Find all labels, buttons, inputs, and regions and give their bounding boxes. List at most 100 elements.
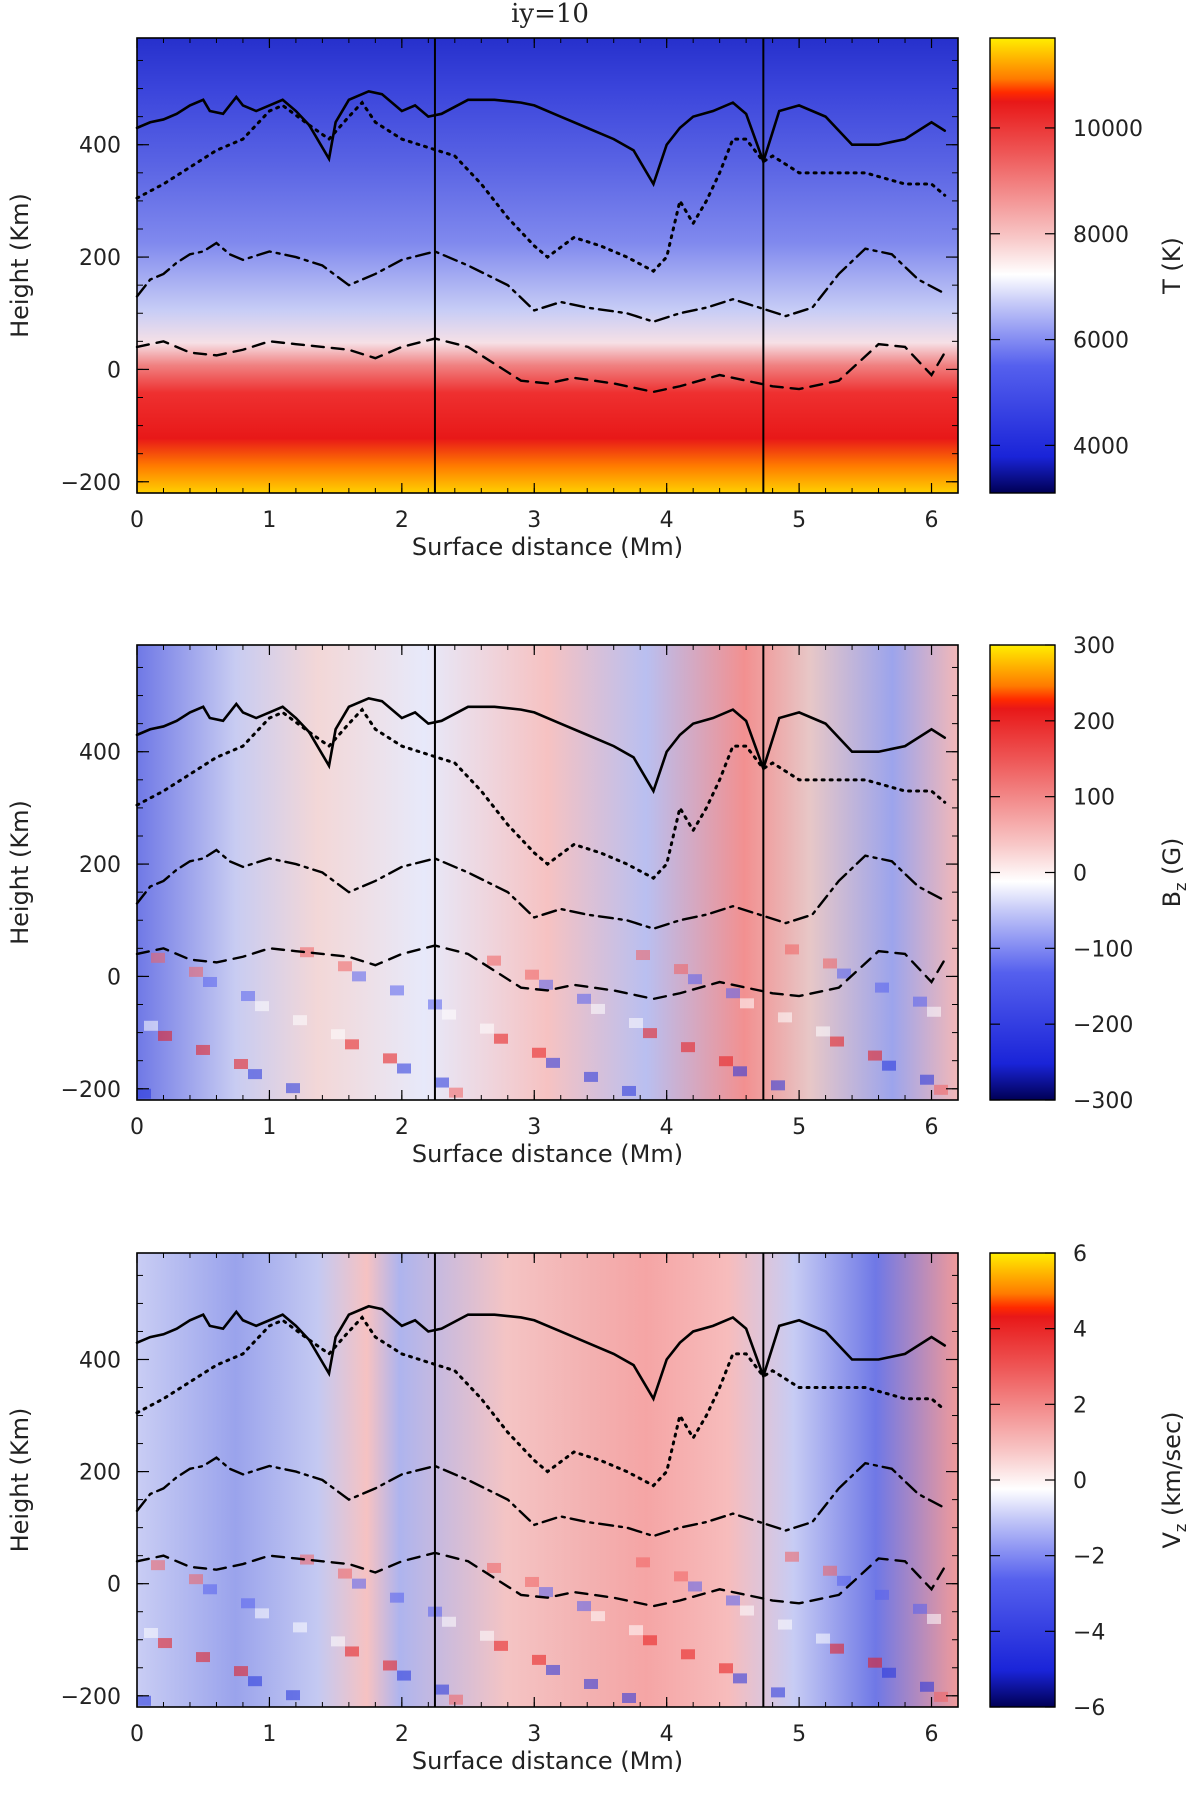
plot-frame bbox=[136, 644, 959, 1101]
field-texture-cell bbox=[830, 1643, 844, 1654]
contour-solid bbox=[135, 1304, 947, 1402]
field-texture-cell bbox=[539, 979, 553, 990]
y-axis-label: Height (Km) bbox=[6, 800, 34, 945]
colorbar-tick-label: 2 bbox=[1073, 1393, 1087, 1418]
field-texture-cell bbox=[331, 1636, 345, 1647]
field-background bbox=[137, 38, 958, 493]
field-texture-cell bbox=[778, 1012, 792, 1023]
field-texture-cell bbox=[622, 1692, 636, 1703]
field-texture-cell bbox=[300, 947, 314, 958]
colorbar-tick-label: 0 bbox=[1073, 1469, 1087, 1494]
field-texture-cell bbox=[636, 950, 650, 961]
colorbar-tick-label: −300 bbox=[1073, 1089, 1133, 1114]
x-tick-label: 0 bbox=[130, 1722, 144, 1747]
field-texture-cell bbox=[352, 971, 366, 982]
field-texture-cell bbox=[726, 1595, 740, 1606]
field-texture-cell bbox=[546, 1057, 560, 1068]
field-texture-cell bbox=[487, 1562, 501, 1573]
x-tick-label: 5 bbox=[792, 508, 806, 533]
field-texture-cell bbox=[681, 1042, 695, 1053]
contour-dashed bbox=[135, 1551, 946, 1608]
field-texture-cell bbox=[622, 1085, 636, 1096]
field-texture-cell bbox=[397, 1063, 411, 1074]
field-texture-cell bbox=[688, 1581, 702, 1592]
field-texture-cell bbox=[726, 988, 740, 999]
field-texture-cell bbox=[927, 1613, 941, 1624]
field-texture-cell bbox=[733, 1673, 747, 1684]
contour-dotted bbox=[135, 707, 947, 880]
colorbar-tick-label: 300 bbox=[1073, 634, 1115, 659]
x-tick-label: 3 bbox=[527, 508, 541, 533]
field-texture-cell bbox=[577, 993, 591, 1004]
field-texture-cell bbox=[674, 964, 688, 975]
field-texture-cell bbox=[137, 1695, 151, 1706]
y-axis-label: Height (Km) bbox=[6, 193, 34, 338]
contour-dashed bbox=[135, 337, 946, 394]
field-texture-cell bbox=[771, 1080, 785, 1091]
field-texture-cell bbox=[151, 952, 165, 963]
field-texture-cell bbox=[293, 1015, 307, 1026]
field-texture-cell bbox=[584, 1071, 598, 1082]
figure-title: iy=10 bbox=[511, 0, 589, 29]
colorbar-tick-label: 10000 bbox=[1073, 117, 1143, 142]
contour-dotted bbox=[135, 1315, 947, 1488]
field-texture-cell bbox=[740, 998, 754, 1009]
field-texture-cell bbox=[255, 1001, 269, 1012]
x-tick-label: 3 bbox=[527, 1115, 541, 1140]
x-tick-label: 1 bbox=[262, 508, 276, 533]
field-texture-cell bbox=[823, 1565, 837, 1576]
field-texture-cell bbox=[293, 1622, 307, 1633]
x-tick-label: 6 bbox=[925, 508, 939, 533]
colorbar-label: Bz (G) bbox=[1158, 838, 1190, 908]
field-texture-cell bbox=[255, 1608, 269, 1619]
colorbar-tick-label: 8000 bbox=[1073, 223, 1129, 248]
colorbar bbox=[989, 644, 1056, 1101]
x-tick-label: 4 bbox=[660, 1722, 674, 1747]
field-texture-cell bbox=[390, 1592, 404, 1603]
field-texture-cell bbox=[927, 1006, 941, 1017]
field-texture-cell bbox=[719, 1056, 733, 1067]
x-axis-label: Surface distance (Mm) bbox=[412, 1747, 683, 1775]
colorbar-tick-label: 0 bbox=[1073, 862, 1087, 887]
field-texture-cell bbox=[300, 1554, 314, 1565]
field-texture-cell bbox=[494, 1640, 508, 1651]
field-texture-cell bbox=[449, 1087, 463, 1098]
colorbar-tick-label: 4 bbox=[1073, 1318, 1087, 1343]
field-texture-cell bbox=[383, 1053, 397, 1064]
field-texture-cell bbox=[868, 1657, 882, 1668]
field-texture-cell bbox=[234, 1058, 248, 1069]
field-texture-cell bbox=[868, 1050, 882, 1061]
y-tick-label: 0 bbox=[107, 1573, 121, 1598]
x-tick-label: 0 bbox=[130, 1115, 144, 1140]
field-texture-cell bbox=[823, 958, 837, 969]
field-texture-cell bbox=[875, 982, 889, 993]
field-texture-cell bbox=[816, 1026, 830, 1037]
field-texture-cell bbox=[584, 1678, 598, 1689]
colorbar-label: Vz (km/sec) bbox=[1158, 1411, 1190, 1548]
field-texture-cell bbox=[577, 1601, 591, 1612]
x-axis-label: Surface distance (Mm) bbox=[412, 1140, 683, 1168]
x-tick-label: 6 bbox=[925, 1115, 939, 1140]
colorbar-tick-label: 200 bbox=[1073, 710, 1115, 735]
field-texture-cell bbox=[636, 1557, 650, 1568]
field-texture-cell bbox=[480, 1023, 494, 1034]
field-texture-cell bbox=[740, 1605, 754, 1616]
field-texture-cell bbox=[882, 1060, 896, 1071]
field-texture-cell bbox=[525, 1576, 539, 1587]
y-axis-label: Height (Km) bbox=[6, 1408, 34, 1553]
field-texture-cell bbox=[248, 1676, 262, 1687]
field-texture-cell bbox=[532, 1047, 546, 1058]
field-texture-cell bbox=[830, 1036, 844, 1047]
field-texture-cell bbox=[875, 1589, 889, 1600]
x-tick-label: 5 bbox=[792, 1722, 806, 1747]
field-texture-cell bbox=[837, 968, 851, 979]
plot-frame bbox=[136, 37, 959, 494]
field-texture-cell bbox=[913, 1603, 927, 1614]
colorbar-label-unit: (G) bbox=[1158, 838, 1186, 883]
field-texture-cell bbox=[196, 1652, 210, 1663]
field-texture-cell bbox=[629, 1625, 643, 1636]
colorbar-tick-label: 6 bbox=[1073, 1242, 1087, 1267]
field-texture-cell bbox=[435, 1684, 449, 1695]
x-tick-label: 3 bbox=[527, 1722, 541, 1747]
y-tick-label: −200 bbox=[61, 1685, 121, 1710]
